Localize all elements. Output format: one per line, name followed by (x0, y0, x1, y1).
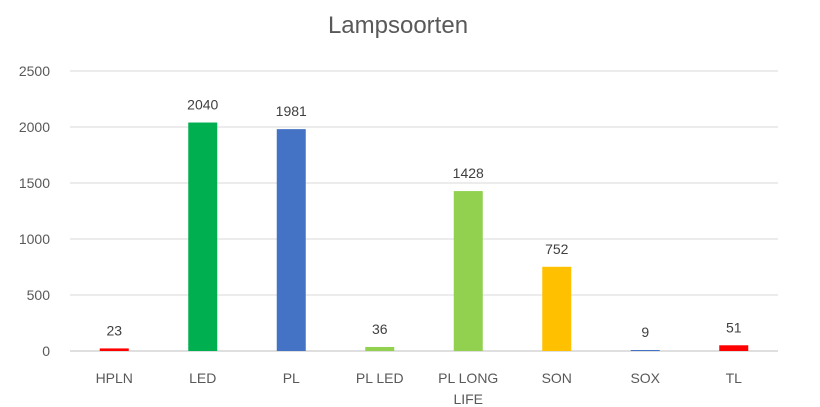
x-tick-label: SOX (630, 370, 660, 386)
y-tick-label: 1500 (19, 175, 50, 191)
bar-tl (719, 345, 749, 351)
x-tick-label: HPLN (96, 370, 133, 386)
y-tick-label: 0 (42, 343, 50, 359)
bar-led (188, 122, 218, 352)
data-label: 1981 (276, 103, 307, 119)
y-tick-label: 500 (27, 287, 51, 303)
x-tick-label: SON (542, 370, 572, 386)
bar-pl (276, 129, 306, 351)
x-tick-label: LED (189, 370, 216, 386)
data-label: 36 (372, 321, 388, 337)
data-label: 2040 (187, 97, 218, 113)
x-tick-label: TL (726, 370, 743, 386)
bar-sox (630, 349, 660, 351)
x-tick-label: PL (283, 370, 300, 386)
data-label: 752 (545, 241, 569, 257)
bar-son (542, 266, 572, 351)
data-label: 51 (726, 319, 742, 335)
bar-hpln (99, 348, 129, 351)
data-label: 1428 (453, 165, 484, 181)
data-label: 23 (106, 322, 122, 338)
data-label: 9 (641, 324, 649, 340)
y-tick-label: 2500 (19, 63, 50, 79)
chart-title: Lampsoorten (328, 12, 468, 39)
bar-pl-led (365, 346, 395, 351)
y-tick-label: 1000 (19, 231, 50, 247)
x-tick-label: PL LONG LIFE (438, 370, 498, 407)
x-tick-label: PL LED (356, 370, 404, 386)
bar-pl-long-life (453, 191, 483, 351)
y-tick-label: 2000 (19, 119, 50, 135)
